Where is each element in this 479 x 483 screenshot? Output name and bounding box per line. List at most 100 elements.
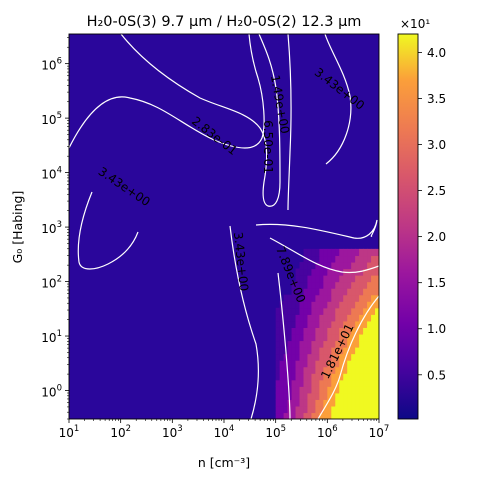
heatmap-cell <box>291 288 297 296</box>
heatmap-cell <box>343 347 348 355</box>
heatmap-cell <box>343 248 348 257</box>
heatmap-cell <box>335 392 340 400</box>
heatmap-cell <box>315 379 320 387</box>
heatmap-cell <box>371 255 376 263</box>
heatmap-cell <box>339 333 344 342</box>
heatmap-cell <box>287 386 293 394</box>
heatmap-cell <box>371 301 376 309</box>
heatmap-cell <box>371 314 376 322</box>
heatmap-cell <box>319 288 324 296</box>
heatmap-cell <box>331 255 336 263</box>
heatmap-cell <box>315 333 320 342</box>
heatmap-cell <box>311 347 317 355</box>
heatmap-cell <box>275 333 281 342</box>
heatmap-cell <box>327 412 332 419</box>
heatmap-cell <box>307 366 313 374</box>
heatmap-cell <box>355 392 360 400</box>
heatmap-cell <box>331 294 336 302</box>
heatmap-cell <box>367 399 372 407</box>
chart-title: H₂0-0S(3) 9.7 μm / H₂0-0S(2) 12.3 μm <box>87 14 362 30</box>
heatmap-cell <box>291 320 297 328</box>
heatmap-cell <box>327 288 332 296</box>
heatmap-cell <box>367 333 372 342</box>
heatmap-cell <box>339 386 344 394</box>
heatmap-cell <box>303 412 309 419</box>
heatmap-cell <box>371 288 376 296</box>
heatmap-cell <box>319 399 324 407</box>
heatmap-cell <box>323 248 328 257</box>
heatmap-cell <box>299 307 305 315</box>
contour-line-3.43e+00-upper <box>324 34 352 165</box>
heatmap-cell <box>355 248 360 257</box>
heatmap-cell <box>303 360 309 368</box>
heatmap-cell <box>375 347 379 355</box>
contour-label: 6.50e-01 <box>261 120 275 174</box>
heatmap-cell <box>367 268 372 276</box>
contour-line-3.43e+00-left <box>77 191 139 270</box>
heatmap-cell <box>315 405 320 414</box>
heatmap-cell <box>279 399 285 407</box>
heatmap-cell <box>291 294 297 302</box>
heatmap-cell <box>315 307 320 315</box>
heatmap-cell <box>335 281 340 289</box>
heatmap-cell <box>295 379 301 387</box>
heatmap-cell <box>299 405 305 414</box>
heatmap-cell <box>315 275 320 283</box>
heatmap-cell <box>339 255 344 263</box>
heatmap-cell <box>363 373 368 381</box>
heatmap-cell <box>319 405 324 414</box>
heatmap-cell <box>311 399 317 407</box>
contour-line-1.49e+00 <box>287 34 292 211</box>
heatmap-cell <box>339 373 344 381</box>
heatmap-cell <box>315 347 320 355</box>
heatmap-cell <box>283 307 289 315</box>
heatmap-cell <box>363 294 368 302</box>
heatmap-cell <box>279 405 285 414</box>
heatmap-cell <box>295 288 301 296</box>
heatmap-cell <box>355 399 360 407</box>
y-axis-label: G₀ [Habing] <box>10 191 25 264</box>
heatmap-cell <box>291 412 297 419</box>
heatmap-cell <box>299 379 305 387</box>
heatmap-cell <box>307 320 313 328</box>
heatmap-cell <box>331 248 336 257</box>
heatmap-cell <box>283 320 289 328</box>
heatmap-cell <box>331 392 336 400</box>
heatmap-cell <box>347 405 352 414</box>
heatmap-cell <box>359 373 364 381</box>
heatmap-cell <box>279 360 285 368</box>
heatmap-cell <box>375 340 379 348</box>
heatmap-cell <box>323 373 328 381</box>
heatmap-cell <box>283 379 289 387</box>
heatmap-cell <box>299 360 305 368</box>
heatmap-cell <box>299 366 305 374</box>
heatmap-cell <box>347 412 352 419</box>
heatmap-cell <box>367 360 372 368</box>
heatmap-cell <box>275 340 281 348</box>
heatmap-cell <box>311 366 317 374</box>
heatmap-cell <box>323 392 328 400</box>
heatmap-cell <box>283 405 289 414</box>
heatmap-cell <box>327 307 332 315</box>
heatmap-cell <box>359 248 364 257</box>
heatmap-cell <box>279 327 285 335</box>
heatmap-cell <box>303 379 309 387</box>
heatmap-cell <box>331 353 336 361</box>
heatmap-cell <box>335 255 340 263</box>
heatmap-cell <box>343 333 348 342</box>
heatmap-cell <box>367 340 372 348</box>
heatmap-cell <box>299 327 305 335</box>
heatmap-cell <box>327 327 332 335</box>
heatmap-cell <box>331 360 336 368</box>
heatmap-cell <box>279 392 285 400</box>
heatmap-cell <box>359 392 364 400</box>
heatmap-cell <box>363 379 368 387</box>
heatmap-cell <box>327 268 332 276</box>
heatmap-cell <box>359 366 364 374</box>
heatmap-cell <box>315 353 320 361</box>
heatmap-cell <box>323 412 328 419</box>
heatmap-cell <box>295 392 301 400</box>
heatmap-cell <box>307 288 313 296</box>
heatmap-cell <box>319 379 324 387</box>
x-axis-ticks: 101 102 103 104 105 106 107 <box>59 419 389 440</box>
